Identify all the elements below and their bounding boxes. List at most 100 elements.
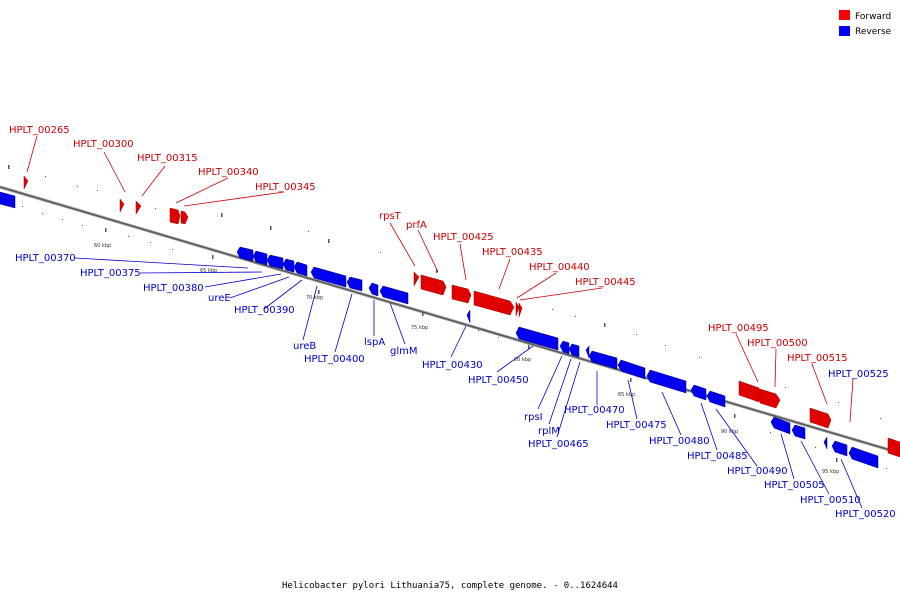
gene-label: HPLT_00480: [649, 436, 710, 447]
gene-arrow[interactable]: [738, 380, 763, 403]
gene-label: HPLT_00315: [137, 153, 198, 164]
gene-label: HPLT_00380: [143, 283, 204, 294]
gene-arrow[interactable]: [617, 359, 646, 380]
gene-label: HPLT_00475: [606, 420, 667, 431]
gene-arrow[interactable]: [466, 309, 471, 324]
gene-arrow[interactable]: [180, 210, 189, 225]
gene-label: HPLT_00300: [73, 139, 134, 150]
gene-arrow[interactable]: [690, 384, 707, 401]
gene-label: rplM: [538, 426, 560, 437]
gene-label: ureE: [208, 293, 231, 304]
gene-label: HPLT_00430: [422, 360, 483, 371]
scale-label: 95 kbp: [822, 469, 839, 475]
gene-label: HPLT_00400: [304, 354, 365, 365]
gene-label: HPLT_00485: [687, 451, 748, 462]
scale-label: 85 kbp: [618, 392, 635, 398]
gene-label: HPLT_00435: [482, 247, 543, 258]
gene-label: HPLT_00470: [564, 405, 625, 416]
gene-arrow[interactable]: [568, 343, 580, 358]
gene-arrow[interactable]: [346, 276, 363, 292]
gene-arrow[interactable]: [119, 198, 125, 213]
forward-leader-lines: [26, 135, 854, 423]
gene-arrow[interactable]: [169, 207, 181, 225]
gene-arrow[interactable]: [646, 369, 687, 394]
gene-label: rpsI: [524, 412, 543, 423]
gene-arrow[interactable]: [236, 246, 254, 262]
gene-arrow[interactable]: [588, 350, 618, 370]
gene-label: HPLT_00510: [800, 495, 861, 506]
gene-label: HPLT_00345: [255, 182, 316, 193]
gene-arrow[interactable]: [266, 254, 284, 270]
gene-label: HPLT_00440: [529, 262, 590, 273]
gene-arrow[interactable]: [293, 261, 308, 277]
reverse-legend-label: Reverse: [855, 27, 892, 37]
gene-arrow[interactable]: [451, 284, 472, 304]
genome-backbone-core: [0, 186, 900, 454]
scale-label: 90 kbp: [721, 429, 738, 435]
gene-arrow[interactable]: [518, 302, 523, 318]
reverse-swatch: [839, 26, 850, 36]
gene-label: glmM: [390, 346, 418, 357]
gene-label: HPLT_00370: [15, 253, 76, 264]
gene-label: HPLT_00505: [764, 480, 825, 491]
track-dots: [8, 165, 887, 469]
gene-label: HPLT_00500: [747, 338, 808, 349]
scale-label: 70 kbp: [306, 295, 323, 301]
gene-label: HPLT_00375: [80, 268, 141, 279]
forward-swatch: [839, 10, 850, 20]
gene-arrow[interactable]: [791, 424, 806, 440]
gene-arrow[interactable]: [368, 282, 379, 297]
legend: Forward Reverse: [839, 10, 892, 37]
scale-label: 60 kbp: [94, 243, 111, 249]
forward-genes: [23, 175, 900, 458]
gene-arrow[interactable]: [135, 200, 142, 215]
gene-arrow[interactable]: [473, 290, 515, 316]
gene-arrow[interactable]: [770, 416, 791, 435]
gene-arrow[interactable]: [420, 274, 447, 296]
gene-label: HPLT_00525: [828, 369, 889, 380]
gene-label: HPLT_00450: [468, 375, 529, 386]
gene-label: HPLT_00265: [9, 125, 70, 136]
gene-arrow[interactable]: [887, 437, 900, 458]
gene-label: rpsT: [379, 211, 402, 222]
gene-arrow[interactable]: [515, 326, 559, 351]
gene-arrow[interactable]: [413, 271, 420, 287]
forward-gene-labels: HPLT_00265 HPLT_00300 HPLT_00315 HPLT_00…: [9, 125, 889, 380]
gene-label: ureB: [293, 341, 316, 352]
gene-label: HPLT_00495: [708, 323, 769, 334]
gene-label: prfA: [406, 220, 427, 231]
gene-arrow[interactable]: [585, 345, 590, 359]
gene-label: HPLT_00515: [787, 353, 848, 364]
gene-arrow[interactable]: [23, 175, 29, 190]
scale-label: 80 kbp: [514, 357, 531, 363]
gene-arrow[interactable]: [252, 250, 268, 266]
scale-labels: 60 kbp 65 kbp 70 kbp 75 kbp 80 kbp 85 kb…: [94, 243, 839, 475]
gene-label: HPLT_00445: [575, 277, 636, 288]
gene-arrow[interactable]: [759, 388, 781, 409]
gene-arrow[interactable]: [282, 258, 295, 273]
reverse-leader-lines: [74, 257, 863, 509]
gene-arrow[interactable]: [823, 436, 828, 450]
reverse-gene-labels: HPLT_00370 HPLT_00375 HPLT_00380 ureE HP…: [15, 253, 896, 520]
gene-label: HPLT_00425: [433, 232, 494, 243]
gene-arrow[interactable]: [0, 191, 16, 209]
gene-label: HPLT_00390: [234, 305, 295, 316]
scale-label: 65 kbp: [200, 268, 217, 274]
forward-legend-label: Forward: [855, 12, 891, 22]
scale-label: 75 kbp: [411, 325, 428, 331]
gene-label: HPLT_00465: [528, 439, 589, 450]
gene-arrow[interactable]: [559, 340, 570, 355]
gene-arrow[interactable]: [848, 446, 879, 469]
gene-arrow[interactable]: [831, 440, 848, 457]
gene-label: HPLT_00490: [727, 466, 788, 477]
gene-arrow[interactable]: [515, 301, 520, 317]
gene-label: HPLT_00520: [835, 509, 896, 520]
gene-arrow[interactable]: [706, 390, 726, 408]
gene-arrow[interactable]: [379, 285, 409, 305]
gene-label: HPLT_00340: [198, 167, 259, 178]
gene-arrow[interactable]: [809, 407, 832, 429]
gene-arrow[interactable]: [310, 266, 347, 288]
reverse-genes: [0, 191, 879, 469]
genome-caption: Helicobacter pylori Lithuania75, complet…: [282, 581, 618, 591]
